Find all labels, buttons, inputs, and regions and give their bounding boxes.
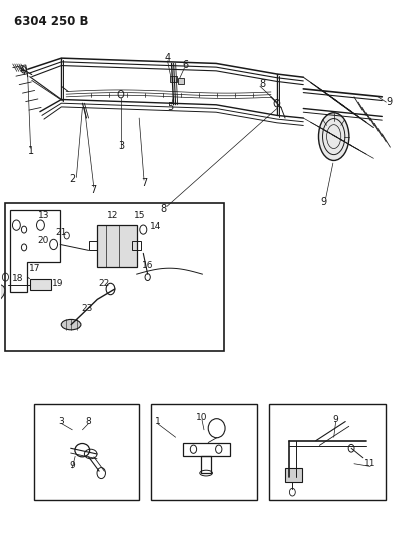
Text: 10: 10 (196, 413, 208, 422)
Text: 5: 5 (168, 102, 174, 112)
Text: 7: 7 (91, 184, 97, 195)
Bar (34, 405, 139, 500)
Text: 21: 21 (55, 228, 67, 237)
Bar (178, 78, 184, 84)
Text: 15: 15 (134, 211, 146, 220)
Text: 2: 2 (69, 174, 75, 184)
Text: 18: 18 (12, 273, 23, 282)
Text: 22: 22 (99, 279, 110, 288)
Bar (5, 203, 224, 351)
Text: 6: 6 (183, 60, 189, 70)
Text: 4: 4 (164, 53, 171, 63)
Text: 8: 8 (160, 204, 166, 214)
Text: 13: 13 (38, 211, 50, 220)
Text: 14: 14 (150, 222, 161, 231)
Bar (132, 241, 141, 251)
Text: 9: 9 (333, 415, 339, 424)
Text: 17: 17 (29, 264, 40, 272)
Text: 11: 11 (364, 459, 376, 469)
Text: 19: 19 (52, 279, 64, 288)
Text: 16: 16 (142, 261, 154, 270)
Text: 3: 3 (58, 417, 64, 426)
Ellipse shape (0, 285, 5, 302)
Text: 9: 9 (320, 197, 326, 207)
Bar (89, 241, 98, 251)
Text: 1: 1 (27, 146, 33, 156)
Bar (269, 405, 386, 500)
Bar (183, 442, 231, 456)
Text: 6304 250 B: 6304 250 B (13, 14, 88, 28)
Bar (98, 225, 137, 266)
Bar (151, 405, 257, 500)
Bar (201, 456, 211, 473)
Text: 23: 23 (82, 304, 93, 313)
Ellipse shape (319, 113, 349, 160)
Bar (285, 469, 302, 482)
Text: 8: 8 (260, 78, 266, 88)
Text: 1: 1 (155, 417, 160, 426)
Bar (170, 76, 177, 82)
Text: 20: 20 (38, 236, 49, 245)
Text: 12: 12 (107, 211, 118, 220)
Text: 9: 9 (69, 461, 75, 470)
Text: 8: 8 (86, 417, 91, 426)
Text: 7: 7 (141, 177, 147, 188)
Text: 9: 9 (386, 97, 392, 107)
Ellipse shape (61, 319, 81, 330)
Text: 3: 3 (118, 141, 124, 151)
Bar (29, 279, 51, 290)
